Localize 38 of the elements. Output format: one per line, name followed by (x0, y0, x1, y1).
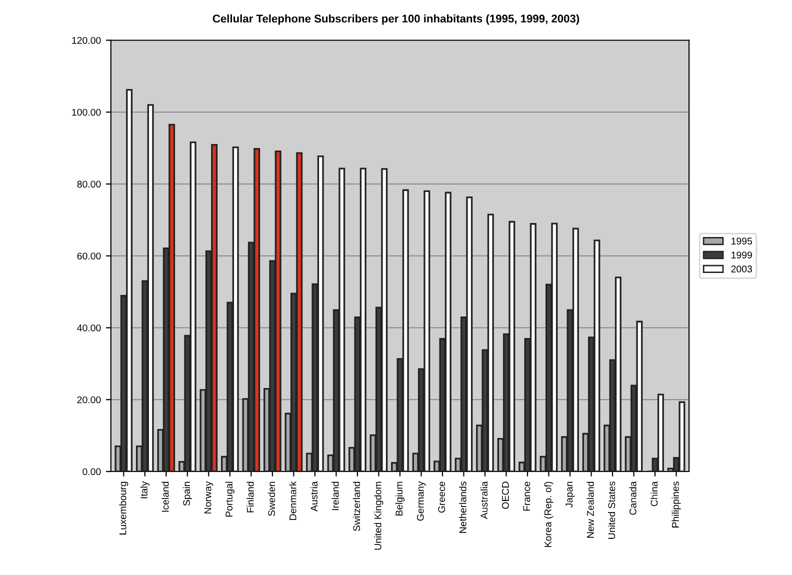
x-tick-label: Finland (246, 482, 254, 512)
legend-label: 2003 (731, 266, 752, 272)
y-tick-label: 20.00 (77, 396, 101, 404)
x-tick-label: Iceland (162, 482, 169, 512)
x-tick-label: Austria (310, 481, 318, 512)
legend-label: 1995 (732, 238, 752, 245)
x-tick-label: Germany (416, 481, 426, 521)
x-tick-label: Portugal (225, 482, 234, 517)
y-tick-label: 0.00 (82, 468, 101, 476)
x-tick-label: Greece (438, 482, 446, 513)
x-tick-label: Japan (566, 482, 575, 508)
x-tick-label: China (650, 481, 658, 506)
x-tick-label: Belgium (395, 482, 404, 516)
x-tick-label: New Zealand (586, 482, 594, 538)
y-tick-label: 120.00 (72, 36, 101, 44)
x-tick-label: Sweden (268, 482, 276, 516)
x-tick-label: Australia (480, 481, 488, 520)
x-tick-label: Canada (629, 481, 636, 515)
x-tick-label: United Kingdom (374, 482, 384, 550)
x-tick-label: Italy (140, 481, 150, 498)
x-tick-label: Netherlands (459, 482, 466, 533)
x-tick-label: Switzerland (352, 482, 360, 532)
x-tick-label: France (523, 482, 530, 511)
legend-label: 1999 (732, 252, 752, 258)
y-tick-label: 80.00 (77, 180, 101, 188)
y-tick-label: 60.00 (77, 252, 101, 260)
chart-title: Cellular Telephone Subscribers per 100 inhabitants (1995, 1999, 2003) (212, 14, 580, 25)
x-tick-label: Luxembourg (119, 482, 128, 534)
x-tick-label: Philippines (672, 482, 681, 528)
x-tick-label: Denmark (289, 481, 296, 520)
x-tick-label: Spain (182, 482, 192, 506)
x-tick-label: Ireland (332, 482, 339, 510)
y-tick-label: 100.00 (72, 108, 101, 116)
x-tick-label: United States (608, 482, 616, 539)
x-tick-label: OECD (502, 482, 509, 509)
x-tick-label: Norway (204, 481, 214, 514)
x-tick-label: Korea (Rep. of) (544, 482, 554, 547)
y-tick-label: 40.00 (77, 324, 101, 332)
